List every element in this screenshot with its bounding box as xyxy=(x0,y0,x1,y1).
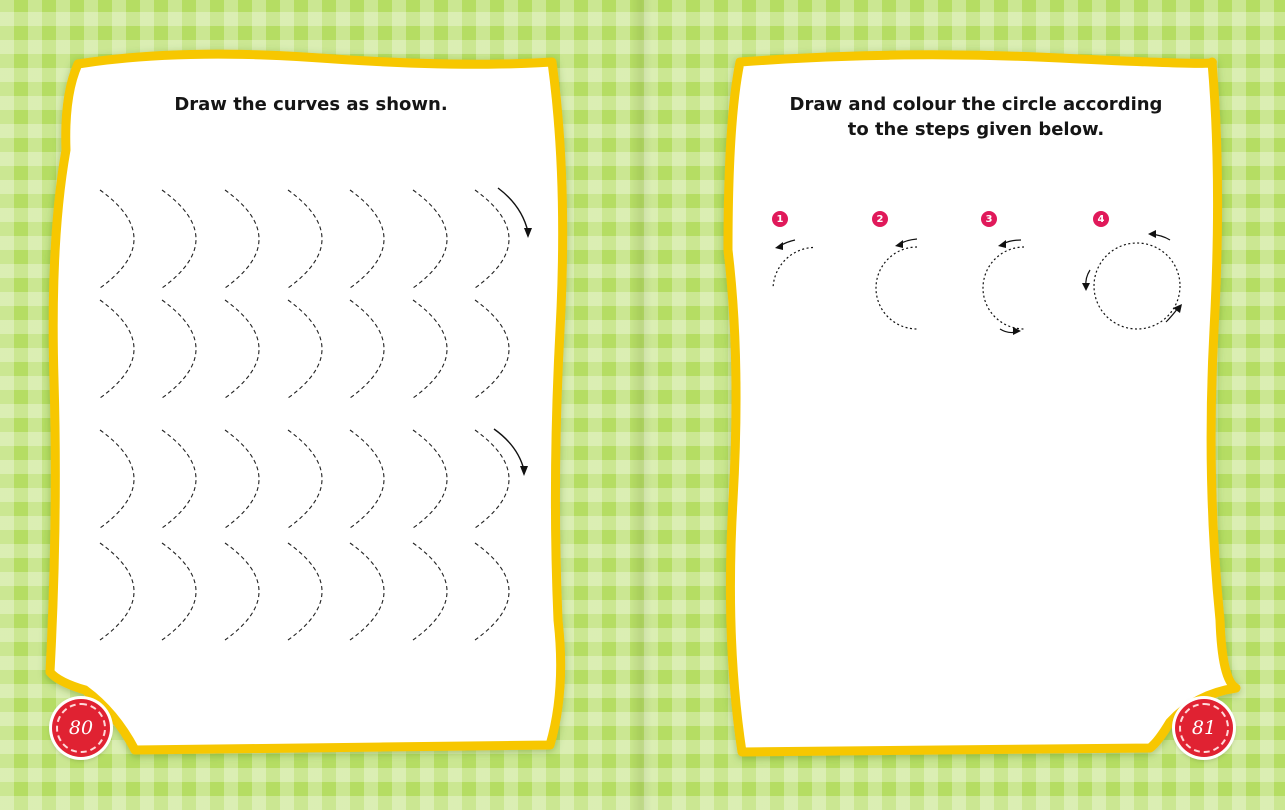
instruction-line-2: to the steps given below. xyxy=(847,119,1105,140)
dashed-curve-r4-c7 xyxy=(474,542,510,641)
dashed-curve-r1-c2 xyxy=(161,189,197,289)
circle-step-3 xyxy=(982,239,1025,335)
dashed-curve-r1-c7 xyxy=(474,189,510,289)
dashed-curve-r2-c4 xyxy=(287,299,323,399)
guide-arrow-row3 xyxy=(493,428,528,476)
circle-step-1 xyxy=(772,239,814,288)
dashed-curve-r3-c5 xyxy=(349,429,385,529)
dashed-curve-r4-c6 xyxy=(412,542,448,641)
page-number-left: 80 xyxy=(68,717,94,739)
step-badge-4: 4 xyxy=(1093,211,1109,227)
dashed-curve-r3-c4 xyxy=(287,429,323,529)
step-badge-2: 2 xyxy=(872,211,888,227)
left-page-instruction: Draw the curves as shown. xyxy=(174,94,448,115)
dashed-curve-r2-c5 xyxy=(349,299,385,399)
dashed-curve-r4-c4 xyxy=(287,542,323,641)
dashed-curve-r4-c5 xyxy=(349,542,385,641)
dashed-curve-r3-c3 xyxy=(224,429,260,529)
dashed-curve-r3-c7 xyxy=(474,429,510,529)
step-badge-1: 1 xyxy=(772,211,788,227)
dashed-curve-r4-c1 xyxy=(99,542,135,641)
page-number-badge-left: 80 xyxy=(52,699,110,757)
book-spine xyxy=(630,0,652,810)
page-number-right: 81 xyxy=(1191,717,1217,739)
circle-step-4 xyxy=(1082,230,1182,330)
instruction-line-1: Draw and colour the circle according xyxy=(789,94,1163,115)
right-page-frame xyxy=(723,50,1241,757)
left-page-frame xyxy=(45,49,568,755)
dashed-curve-r4-c3 xyxy=(224,542,260,641)
dashed-curve-r2-c3 xyxy=(224,299,260,399)
dashed-curve-r1-c3 xyxy=(224,189,260,289)
dashed-curve-r4-c2 xyxy=(161,542,197,641)
guide-arrow-row1 xyxy=(497,187,532,238)
dashed-curve-r2-c6 xyxy=(412,299,448,399)
dashed-curve-r2-c7 xyxy=(474,299,510,399)
right-page-instruction: Draw and colour the circle according to … xyxy=(760,92,1192,142)
circle-step-2 xyxy=(875,238,918,330)
dashed-curves xyxy=(99,189,510,641)
dashed-curve-r1-c5 xyxy=(349,189,385,289)
dashed-curve-r3-c1 xyxy=(99,429,135,529)
dashed-curve-r2-c2 xyxy=(161,299,197,399)
page-number-badge-right: 81 xyxy=(1175,699,1233,757)
dashed-curve-r1-c4 xyxy=(287,189,323,289)
step-badge-3: 3 xyxy=(981,211,997,227)
dashed-curve-r1-c6 xyxy=(412,189,448,289)
dashed-curve-r1-c1 xyxy=(99,189,135,289)
dashed-curve-r2-c1 xyxy=(99,299,135,399)
dashed-curve-r3-c6 xyxy=(412,429,448,529)
dashed-curve-r3-c2 xyxy=(161,429,197,529)
